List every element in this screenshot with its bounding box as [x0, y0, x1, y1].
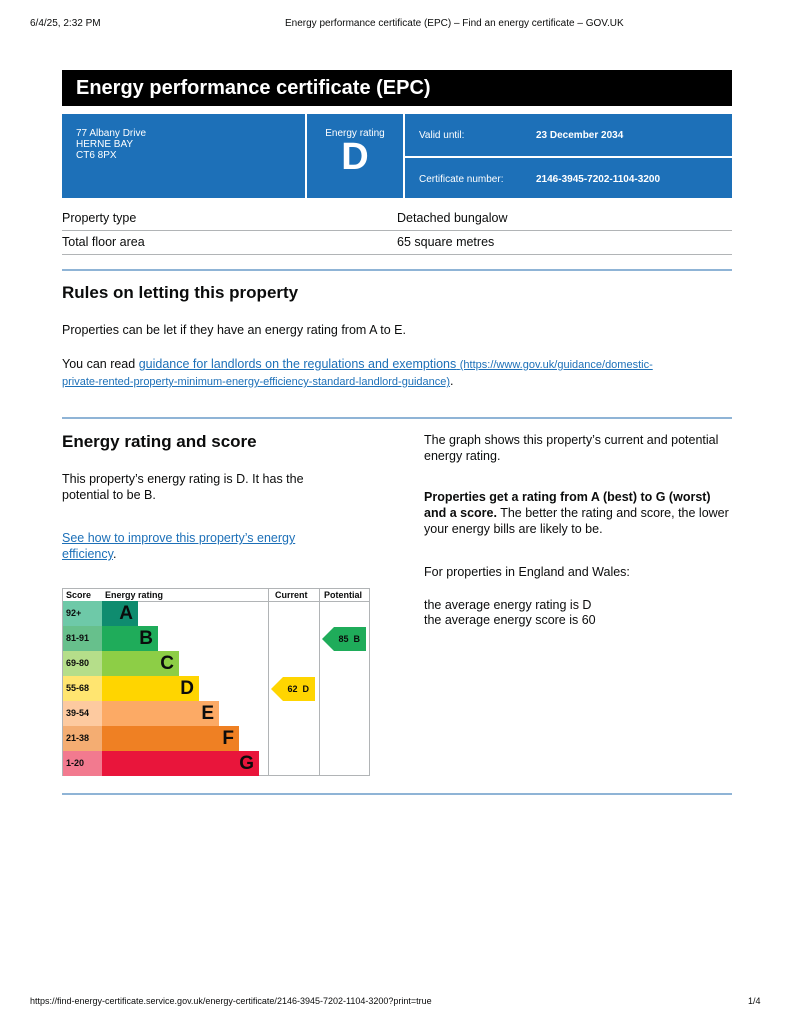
- valid-until-panel: Valid until: 23 December 2034: [405, 114, 732, 156]
- valid-until-value: 23 December 2034: [536, 130, 624, 141]
- detail-value: Detached bungalow: [397, 211, 508, 225]
- certificate-number-value: 2146-3945-7202-1104-3200: [536, 174, 660, 185]
- print-page-count: 1/4: [748, 996, 761, 1006]
- print-page-title: Energy performance certificate (EPC) – F…: [285, 18, 624, 29]
- rating-summary: This property’s energy rating is D. It h…: [62, 472, 304, 502]
- energy-rating-value: D: [341, 136, 369, 178]
- energy-rating-label: Energy rating: [325, 128, 385, 139]
- header-potential: Potential: [324, 590, 363, 600]
- band-score-b: 81-91: [63, 626, 102, 651]
- header-current: Current: [275, 590, 308, 600]
- detail-row: Property type Detached bungalow: [62, 208, 732, 231]
- band-bar-a: A: [102, 601, 138, 626]
- current-rating-arrow: 62 D: [271, 677, 315, 701]
- text: You can read: [62, 357, 139, 371]
- print-url: https://find-energy-certificate.service.…: [30, 996, 432, 1006]
- text: .: [450, 374, 454, 388]
- certificate-panel: Certificate number: 2146-3945-7202-1104-…: [405, 158, 732, 198]
- detail-label: Property type: [62, 211, 137, 225]
- column-divider: [268, 589, 269, 775]
- text: .: [112, 547, 117, 561]
- link-text[interactable]: guidance for landlords on the regulation…: [138, 357, 457, 371]
- potential-rating-arrow: 85 B: [322, 627, 366, 651]
- energy-score-heading: Energy rating and score: [62, 432, 257, 451]
- band-score-a: 92+: [63, 601, 102, 626]
- address-line: HERNE BAY: [76, 139, 134, 150]
- rules-guidance-text: You can read guidance for landlords on t…: [62, 356, 722, 390]
- band-bar-f: F: [102, 726, 239, 751]
- energy-rating-panel: Energy rating D: [307, 114, 403, 198]
- band-score-e: 39-54: [63, 701, 102, 726]
- improve-efficiency-link[interactable]: See how to improve this property’s energ…: [62, 531, 296, 561]
- graph-explanation: The graph shows this property’s current …: [424, 433, 719, 463]
- band-bar-g: G: [102, 751, 259, 776]
- text: The better the rating and score, the low…: [424, 506, 729, 536]
- rating-explanation: Properties get a rating from A (best) to…: [424, 489, 734, 537]
- average-score: the average energy score is 60: [424, 613, 596, 627]
- rules-text: Properties can be let if they have an en…: [62, 323, 406, 337]
- header-divider: [63, 601, 369, 602]
- column-divider: [319, 589, 320, 775]
- band-bar-b: B: [102, 626, 158, 651]
- valid-until-label: Valid until:: [419, 130, 465, 141]
- address-panel: 77 Albany Drive HERNE BAY CT6 8PX: [62, 114, 305, 198]
- energy-rating-chart: Score Energy rating Current Potential 92…: [62, 588, 370, 776]
- band-score-g: 1-20: [63, 751, 102, 776]
- band-score-f: 21-38: [63, 726, 102, 751]
- link-url[interactable]: (https://www.gov.uk/guidance/domestic-: [459, 359, 653, 371]
- header-score: Score: [66, 590, 92, 600]
- page-title: Energy performance certificate (EPC): [62, 70, 732, 106]
- print-datetime: 6/4/25, 2:32 PM: [30, 18, 101, 29]
- landlord-guidance-link[interactable]: guidance for landlords on the regulation…: [62, 357, 653, 388]
- link-url[interactable]: private-rented-property-minimum-energy-e…: [62, 376, 451, 388]
- detail-value: 65 square metres: [397, 235, 495, 249]
- band-score-d: 55-68: [63, 676, 102, 701]
- band-bar-c: C: [102, 651, 179, 676]
- band-bar-e: E: [102, 701, 219, 726]
- detail-row: Total floor area 65 square metres: [62, 232, 732, 255]
- region-note: For properties in England and Wales:: [424, 565, 630, 579]
- improve-paragraph: See how to improve this property’s energ…: [62, 530, 352, 562]
- address-line: 77 Albany Drive: [76, 128, 147, 139]
- band-bar-d: D: [102, 676, 199, 701]
- divider: [62, 269, 732, 271]
- rules-heading: Rules on letting this property: [62, 283, 299, 302]
- bold-text: Properties get a rating from A (best) to…: [424, 490, 711, 520]
- divider: [62, 417, 732, 419]
- certificate-number-label: Certificate number:: [419, 174, 504, 185]
- address-line: CT6 8PX: [76, 150, 117, 161]
- divider: [62, 793, 732, 795]
- detail-label: Total floor area: [62, 235, 145, 249]
- band-score-c: 69-80: [63, 651, 102, 676]
- average-rating: the average energy rating is D: [424, 598, 592, 612]
- header-energy-rating: Energy rating: [105, 590, 164, 600]
